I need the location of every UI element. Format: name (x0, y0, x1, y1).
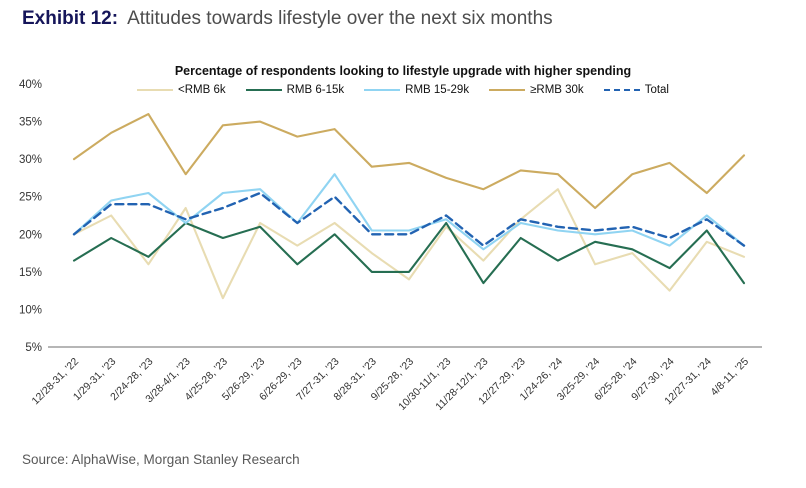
exhibit-title-text: Attitudes towards lifestyle over the nex… (127, 8, 553, 29)
source-attribution: Source: AlphaWise, Morgan Stanley Resear… (22, 452, 300, 467)
y-tick-label: 25% (19, 192, 42, 204)
x-tick-label: 12/28-31, '22 (30, 356, 82, 408)
legend-line-swatch (137, 89, 173, 91)
legend-label: RMB 15-29k (405, 84, 470, 96)
series-line-3 (72, 113, 746, 210)
series-line-4 (72, 191, 746, 247)
legend-item-4: Total (603, 84, 669, 96)
y-tick-label: 30% (19, 154, 42, 166)
y-tick-label: 15% (19, 267, 42, 279)
line-chart: 40%35%30%25%20%15%10%5%12/28-31, '221/29… (19, 79, 762, 413)
y-tick-label: 35% (19, 117, 42, 129)
y-tick-label: 10% (19, 304, 42, 316)
legend-label: ≥RMB 30k (530, 84, 584, 96)
legend-line-swatch (364, 89, 401, 91)
y-tick-label: 40% (19, 79, 42, 91)
y-tick-label: 5% (25, 342, 42, 354)
x-tick-label: 4/8-11, '25 (708, 356, 751, 399)
legend-item-2: RMB 15-29k (364, 84, 469, 96)
legend-label: RMB 6-15k (286, 84, 345, 96)
legend-line-swatch (489, 89, 526, 91)
legend-line-swatch (245, 89, 282, 91)
legend-label: Total (644, 84, 669, 96)
legend-item-1: RMB 6-15k (245, 84, 345, 96)
legend-item-0: <RMB 6k (137, 84, 226, 96)
series-line-0 (72, 188, 746, 300)
series-line-1 (72, 221, 746, 285)
legend-line-swatch (603, 89, 640, 91)
legend-item-3: ≥RMB 30k (489, 84, 584, 96)
series-line-2 (72, 173, 746, 251)
legend-label: <RMB 6k (178, 84, 226, 96)
chart-title: Percentage of respondents looking to lif… (174, 64, 632, 78)
chart-legend: <RMB 6k RMB 6-15k RMB 15-29k ≥RMB 30k Total (0, 84, 806, 96)
exhibit-number-label: Exhibit 12: (22, 8, 119, 29)
y-tick-label: 20% (19, 229, 42, 241)
page-title: Exhibit 12: Attitudes towards lifestyle o… (22, 8, 553, 30)
